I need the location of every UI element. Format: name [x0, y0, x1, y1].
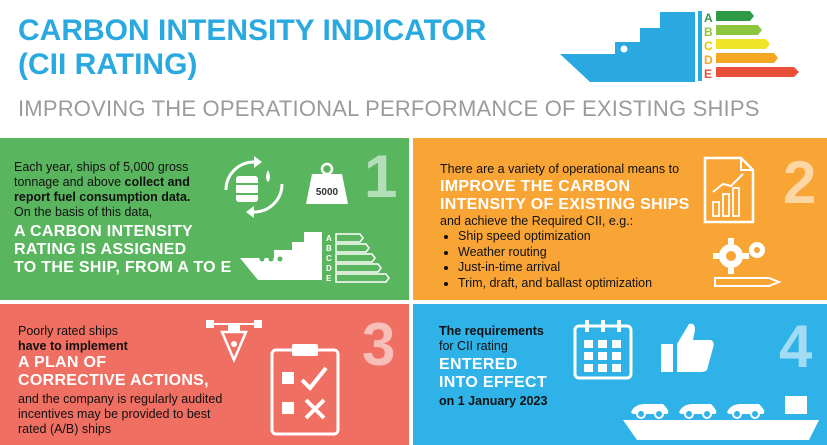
title-line-2: (CII RATING): [18, 48, 198, 81]
header-rating-bar-a: [716, 11, 754, 21]
pen-tool-icon: [206, 320, 262, 364]
panel2-means-list: Ship speed optimization Weather routing …: [444, 229, 652, 291]
panel4-headline-1: ENTERED: [439, 356, 518, 373]
means-item: Trim, draft, and ballast optimization: [458, 276, 652, 292]
panel1-letter-e: E: [326, 274, 332, 283]
means-item: Ship speed optimization: [458, 229, 652, 245]
means-item: Just-in-time arrival: [458, 260, 652, 276]
panel2-after: and achieve the Required CII, e.g.:: [440, 214, 634, 228]
panel3-headline: A PLAN OF CORRECTIVE ACTIONS,: [18, 354, 209, 390]
thumbs-up-icon: [661, 323, 714, 372]
panel1-letter-b: B: [326, 244, 332, 253]
calendar-icon: [573, 320, 633, 380]
panel1-letter-a: A: [326, 234, 332, 243]
car-carrier-ship-icon: [623, 396, 819, 440]
panel3-line-1: Poorly rated ships: [18, 324, 119, 338]
header-rating-letter-d: D: [704, 53, 713, 67]
panel3-details: and the company is regularly audited inc…: [18, 392, 222, 437]
panel4-headline: ENTERED INTO EFFECT: [439, 356, 547, 392]
panel3-headline-1: A PLAN OF: [18, 354, 107, 371]
header-rating-letter-c: C: [704, 39, 713, 53]
header-ship-hull-icon: [560, 12, 695, 82]
panel1-text-c: collect and report fuel consumption data…: [14, 175, 191, 204]
header-rating-bar-e: [716, 67, 799, 77]
page-subtitle: IMPROVING THE OPERATIONAL PERFORMANCE OF…: [18, 96, 760, 121]
panel3-headline-2: CORRECTIVE ACTIONS,: [18, 372, 209, 389]
panel1-number: 1: [364, 143, 398, 210]
weight-5000-icon: 5000: [306, 162, 348, 204]
panel1-text-a: Each year,: [14, 160, 77, 174]
panel1-headline-2: RATING IS ASSIGNED: [14, 241, 187, 258]
panel2-headline-2: INTENSITY OF EXISTING SHIPS: [440, 196, 690, 213]
panel2-headline: IMPROVE THE CARBON INTENSITY OF EXISTING…: [440, 178, 690, 214]
panel3-line-2: have to implement: [18, 339, 128, 353]
header-rating-letter-b: B: [704, 25, 713, 39]
panel3-intro: Poorly rated ships have to implement: [18, 324, 128, 354]
panel1-ship-rating-icon: A B C D E: [240, 232, 390, 283]
fuel-barrel-cycle-icon: [224, 156, 284, 218]
panel3-number: 3: [362, 311, 396, 378]
panel2-intro: There are a variety of operational means…: [440, 162, 680, 176]
panel-rating-assignment: Each year, ships of 5,000 gross tonnage …: [0, 138, 409, 300]
header-rating-letter-a: A: [704, 11, 713, 25]
panel4-line-1: The requirements: [439, 324, 544, 338]
panel4-number: 4: [779, 313, 813, 380]
panel-improve-intensity: There are a variety of operational means…: [413, 138, 827, 300]
title-line-1: CARBON INTENSITY INDICATOR: [18, 14, 487, 47]
panel1-text-d: On the basis of this data,: [14, 205, 153, 219]
header-rating-bar-c: [716, 39, 770, 49]
panel2-number: 2: [783, 149, 817, 216]
panel2-headline-1: IMPROVE THE CARBON: [440, 178, 631, 195]
panel1-headline-1: A CARBON INTENSITY: [14, 223, 194, 240]
checklist-icon: [270, 344, 340, 436]
panel3-line-3: and the company is regularly audited: [18, 392, 223, 406]
panel1-letter-c: C: [326, 254, 332, 263]
panel1-text: Each year, ships of 5,000 gross tonnage …: [14, 160, 204, 220]
header-ship-rating-icon: A B C D E: [560, 11, 799, 82]
panel4-line-2: for CII rating: [439, 339, 508, 353]
header-rating-bar-b: [716, 25, 762, 35]
page-title: CARBON INTENSITY INDICATOR (CII RATING): [18, 14, 486, 82]
panel3-line-4: incentives may be provided to best: [18, 407, 211, 421]
panel-corrective-actions: Poorly rated ships have to implement A P…: [0, 304, 409, 445]
header-rating-bar-d: [716, 53, 778, 63]
panel1-text-b: ships of 5,000 gross tonnage and above: [14, 160, 189, 189]
panel-entry-into-effect: The requirements for CII rating ENTERED …: [413, 304, 827, 445]
panel4-headline-2: INTO EFFECT: [439, 374, 547, 391]
weight-label: 5000: [316, 187, 339, 198]
panel4-intro: The requirements for CII rating: [439, 324, 544, 354]
panel1-headline: A CARBON INTENSITY RATING IS ASSIGNED TO…: [14, 223, 232, 277]
panel1-headline-3: TO THE SHIP, FROM A TO E: [14, 259, 232, 276]
panel1-letter-d: D: [326, 264, 332, 273]
panel3-line-5: rated (A/B) ships: [18, 422, 112, 436]
report-chart-icon: [703, 156, 755, 224]
panel4-date: on 1 January 2023: [439, 394, 548, 408]
gears-pencil-icon: [713, 238, 782, 287]
header-rating-letter-e: E: [704, 67, 712, 81]
means-item: Weather routing: [458, 245, 652, 261]
